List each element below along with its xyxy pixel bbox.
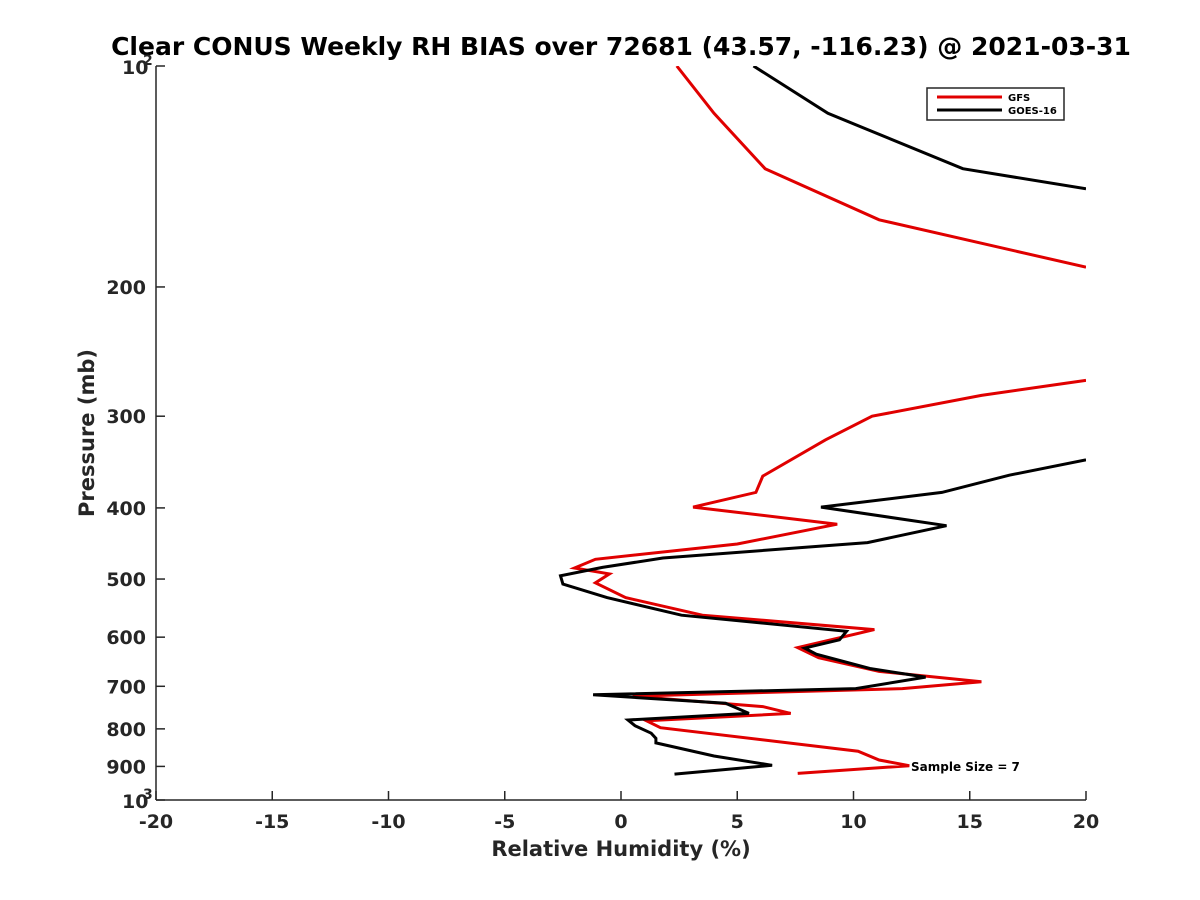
y-tick-label: 10 xyxy=(122,791,148,813)
x-tick-label: 0 xyxy=(614,811,627,833)
series-line-goes-16-segment-2 xyxy=(558,458,1086,776)
y-tick-label: 900 xyxy=(106,756,146,778)
y-tick-label: 800 xyxy=(106,719,146,741)
y-tick-label: 300 xyxy=(106,406,146,428)
x-tick-label: -15 xyxy=(255,811,289,833)
plot-series xyxy=(558,66,1086,776)
y-tick-label: 700 xyxy=(106,676,146,698)
x-tick-label: -10 xyxy=(371,811,405,833)
y-tick-label: 10 xyxy=(122,57,148,79)
legend-label-gfs: GFS xyxy=(1008,93,1030,104)
axes: -20 -15 -10 -5 0 5 10 15 20102200300400500600700… xyxy=(106,53,1099,833)
y-tick-label: 500 xyxy=(106,569,146,591)
x-tick-label: -5 xyxy=(494,811,515,833)
series-line-gfs-segment-2 xyxy=(569,378,1086,775)
series-line-gfs-segment-1 xyxy=(675,66,1086,269)
legend-label-goes-16: GOES-16 xyxy=(1008,106,1057,117)
legend-box xyxy=(926,87,1065,121)
x-tick-label: 20 xyxy=(1073,811,1099,833)
x-tick-label: 10 xyxy=(840,811,866,833)
x-axis-label: Relative Humidity (%) xyxy=(491,837,750,861)
y-tick-label: 200 xyxy=(106,277,146,299)
y-tick-exponent: 3 xyxy=(143,787,153,803)
legend: GFS GOES-16 xyxy=(926,87,1065,121)
y-tick-label: 400 xyxy=(106,498,146,520)
y-tick-label: 600 xyxy=(106,627,146,649)
sample-size-annotation: Sample Size = 7 xyxy=(911,760,1020,774)
x-tick-label: -20 xyxy=(139,811,173,833)
x-tick-label: 5 xyxy=(731,811,744,833)
x-tick-label: 15 xyxy=(957,811,983,833)
y-axis-label: Pressure (mb) xyxy=(75,349,99,517)
y-tick-exponent: 2 xyxy=(143,53,153,69)
series-line-goes-16-segment-1 xyxy=(752,66,1086,191)
chart-title: Clear CONUS Weekly RH BIAS over 72681 (4… xyxy=(111,32,1131,61)
